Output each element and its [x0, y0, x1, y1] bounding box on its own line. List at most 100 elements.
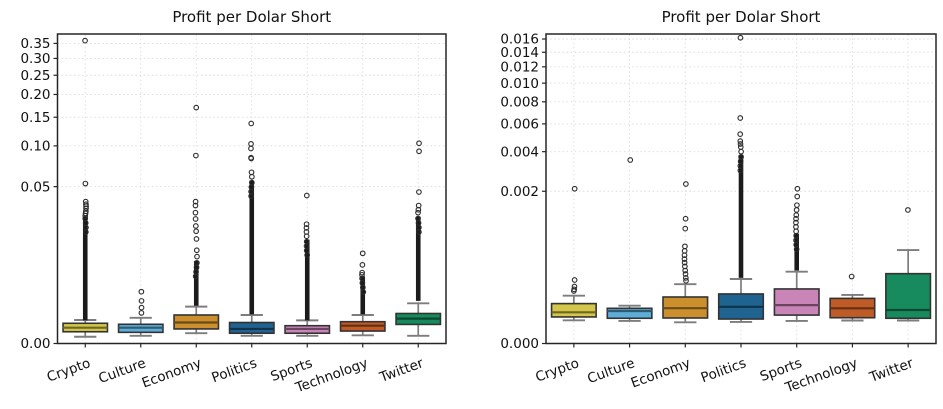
outlier-point-sports	[793, 246, 800, 253]
outlier-point-technology	[359, 269, 365, 276]
outlier-point-twitter	[415, 209, 421, 216]
y-tick-label: 0.000	[500, 336, 539, 352]
y-tick-label: 0.10	[20, 139, 50, 155]
outlier-point-culture	[138, 310, 145, 316]
outlier-point-politics	[737, 141, 744, 147]
outlier-point-technology	[848, 273, 855, 280]
outlier-point-politics	[737, 144, 744, 150]
outlier-point-politics	[248, 154, 254, 161]
y-tick-label: 0.20	[20, 87, 50, 103]
x-tick-label-economy: Economy	[629, 355, 693, 391]
outlier-point-twitter	[415, 202, 422, 209]
outlier-point-twitter	[416, 140, 422, 147]
box-twitter	[885, 272, 932, 320]
x-tick-label-culture: Culture	[585, 355, 637, 387]
outlier-point-twitter	[416, 148, 422, 155]
outlier-point-economy	[682, 243, 688, 250]
outlier-point-technology	[359, 262, 366, 268]
chart-title: Profit per Dolar Short	[172, 8, 331, 26]
outlier-point-crypto	[82, 198, 89, 205]
outlier-point-sports	[794, 202, 800, 209]
outlier-point-economy	[193, 228, 199, 235]
y-tick-label: 0.014	[500, 45, 539, 61]
y-tick-label: 0.012	[500, 60, 539, 76]
outlier-point-technology	[359, 250, 366, 257]
x-tick-label-culture: Culture	[96, 355, 148, 387]
outlier-point-crypto	[82, 37, 88, 44]
outlier-point-economy	[193, 236, 200, 242]
x-tick-label-twitter: Twitter	[867, 355, 916, 386]
box-culture	[606, 307, 653, 320]
y-tick-label: 0.016	[500, 32, 539, 48]
outlier-point-politics	[248, 141, 254, 147]
outlier-point-crypto	[82, 229, 89, 235]
outlier-point-sports	[793, 219, 799, 226]
outlier-point-twitter	[905, 207, 911, 213]
outlier-point-economy	[192, 216, 199, 222]
outlier-point-crypto	[571, 277, 578, 283]
outlier-point-economy	[682, 225, 689, 232]
outlier-point-crypto	[82, 210, 89, 217]
outlier-point-economy	[193, 152, 199, 159]
outlier-point-economy	[192, 202, 199, 209]
outlier-point-crypto	[82, 180, 89, 187]
y-tick-label: 0.15	[20, 110, 50, 126]
outlier-point-crypto	[571, 185, 578, 192]
outlier-point-economy	[193, 247, 200, 254]
x-tick-label-politics: Politics	[699, 355, 749, 386]
outlier-point-economy	[192, 273, 199, 280]
outlier-point-sports	[794, 193, 801, 200]
outlier-point-economy	[681, 259, 688, 266]
y-tick-label: 0.010	[500, 76, 539, 92]
outlier-point-crypto	[571, 283, 578, 290]
outlier-point-economy	[683, 181, 689, 187]
outlier-point-culture	[138, 288, 145, 295]
outlier-point-twitter	[416, 229, 422, 235]
outlier-point-economy	[682, 215, 689, 222]
outlier-point-politics	[737, 115, 744, 121]
outlier-point-economy	[193, 104, 200, 111]
outlier-point-economy	[683, 277, 689, 284]
outlier-point-politics	[737, 138, 744, 144]
outlier-point-politics	[737, 167, 744, 174]
box-sports	[773, 288, 820, 316]
y-tick-label: 0.004	[500, 144, 539, 160]
outlier-point-culture	[138, 298, 145, 304]
y-tick-label: 0.35	[20, 36, 50, 52]
outlier-point-culture	[627, 157, 634, 163]
outlier-point-sports	[793, 215, 799, 222]
outlier-point-sports	[303, 221, 310, 228]
x-tick-label-twitter: Twitter	[377, 355, 426, 386]
outlier-point-crypto	[571, 286, 578, 293]
outlier-point-politics	[248, 193, 254, 199]
outlier-point-crypto	[83, 201, 89, 208]
outlier-point-politics	[248, 145, 254, 152]
outlier-point-technology	[359, 271, 365, 278]
outlier-point-economy	[192, 198, 199, 205]
outlier-point-economy	[194, 253, 200, 260]
outlier-point-sports	[303, 225, 310, 231]
y-tick-label: 0.05	[20, 179, 50, 195]
x-tick-label-economy: Economy	[140, 355, 204, 391]
outlier-point-sports	[303, 192, 310, 199]
box-crypto	[550, 302, 597, 318]
outlier-point-sports	[304, 252, 311, 259]
outlier-point-technology	[360, 289, 367, 295]
outlier-point-economy	[682, 275, 689, 281]
y-tick-label: 0.30	[20, 51, 50, 67]
outlier-point-politics	[737, 131, 744, 137]
outlier-point-sports	[303, 229, 310, 235]
outlier-point-economy	[682, 263, 688, 270]
outlier-point-economy	[192, 209, 199, 216]
y-tick-label: 0.00	[20, 336, 50, 352]
y-tick-label: 0.006	[500, 117, 539, 133]
x-tick-label-politics: Politics	[210, 355, 260, 386]
outlier-point-economy	[192, 223, 199, 229]
y-tick-label: 0.25	[20, 68, 50, 84]
y-tick-label: 0.008	[500, 95, 539, 111]
outlier-point-economy	[682, 271, 689, 277]
y-tick-label: 0.002	[500, 184, 539, 200]
outlier-point-economy	[681, 256, 688, 263]
